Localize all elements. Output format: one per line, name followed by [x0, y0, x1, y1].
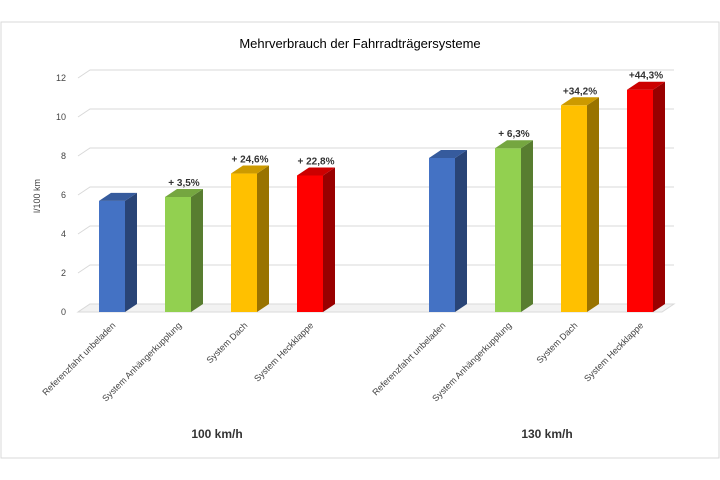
bar-front	[561, 105, 587, 312]
bar-side	[257, 165, 269, 312]
group-labels: 100 km/h 130 km/h	[191, 427, 572, 441]
gridline	[77, 264, 674, 274]
bar	[297, 167, 335, 312]
data-label: + 6,3%	[498, 129, 530, 140]
bar-front	[627, 89, 653, 312]
data-label: + 3,5%	[168, 178, 200, 189]
y-tick-label: 12	[56, 73, 66, 83]
gridline	[77, 69, 674, 79]
chart-title: Mehrverbrauch der Fahrradträgersysteme	[239, 36, 480, 51]
bar	[561, 97, 599, 312]
bar-front	[231, 173, 257, 312]
bar	[165, 188, 203, 312]
y-tick-label: 2	[61, 268, 66, 278]
bar-top	[165, 188, 203, 197]
bar-top	[561, 97, 599, 106]
data-labels: + 3,5% + 24,6% + 22,8% + 6,3% +34,2% +44,3%	[168, 71, 663, 189]
data-label: + 24,6%	[232, 155, 269, 166]
bar-side	[191, 188, 203, 312]
bar-front	[165, 196, 191, 312]
data-label: + 22,8%	[298, 157, 335, 168]
y-tick-label: 10	[56, 112, 66, 122]
gridline	[77, 186, 674, 196]
bar-top	[627, 81, 665, 90]
bar	[627, 81, 665, 312]
bar-top	[99, 192, 137, 201]
bar-side	[323, 167, 335, 312]
bar-front	[99, 200, 125, 312]
bar-side	[521, 140, 533, 312]
bar-side	[125, 192, 137, 312]
bar-side	[587, 97, 599, 312]
bar-top	[231, 165, 269, 174]
data-label: +34,2%	[563, 86, 597, 97]
y-axis-title: l/100 km	[32, 179, 42, 213]
bar-top	[495, 140, 533, 149]
y-tick-label: 8	[61, 151, 66, 161]
y-axis-ticks: 0 2 4 6 8 10 12	[56, 73, 66, 317]
bar-side	[455, 149, 467, 312]
bar	[495, 140, 533, 312]
group-label: 100 km/h	[191, 427, 242, 441]
gridlines	[76, 69, 676, 313]
bar	[429, 149, 467, 312]
gridline	[77, 225, 674, 235]
y-tick-label: 0	[61, 307, 66, 317]
bar-front	[429, 157, 455, 312]
bar-top	[429, 149, 467, 158]
gridline	[77, 147, 674, 157]
bar-front	[495, 148, 521, 312]
data-label: +44,3%	[629, 71, 663, 82]
y-tick-label: 4	[61, 229, 66, 239]
bars	[99, 81, 665, 312]
group-label: 130 km/h	[521, 427, 572, 441]
bar	[99, 192, 137, 312]
bar-top	[297, 167, 335, 176]
bar	[231, 165, 269, 312]
y-tick-label: 6	[61, 190, 66, 200]
bar-side	[653, 81, 665, 312]
gridline	[77, 108, 674, 118]
bar-front	[297, 175, 323, 312]
